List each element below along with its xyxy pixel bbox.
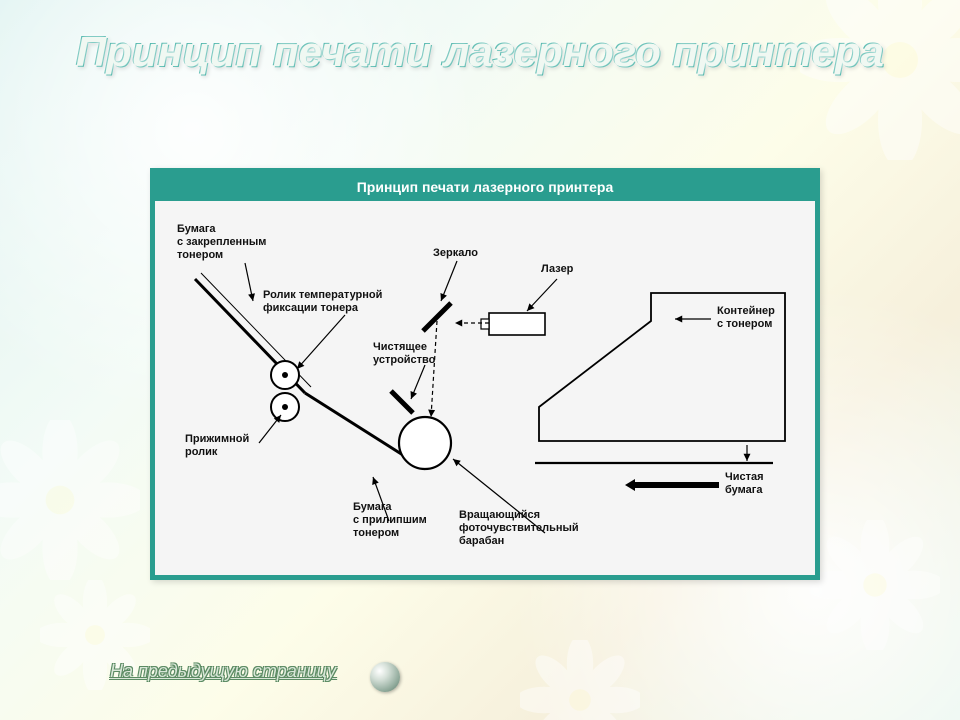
label-drum: Вращающийся фоточувствительный барабан bbox=[459, 509, 579, 549]
flower-decoration bbox=[810, 520, 940, 650]
flower-decoration bbox=[0, 420, 140, 580]
label-fuser: Ролик температурной фиксации тонера bbox=[263, 289, 382, 315]
flower-decoration bbox=[800, 0, 960, 160]
label-paper-fixed: Бумага с закрепленным тонером bbox=[177, 223, 266, 263]
label-press: Прижимной ролик bbox=[185, 433, 249, 459]
slide: Принцип печати лазерного принтера Принци… bbox=[0, 0, 960, 720]
label-container: Контейнер с тонером bbox=[717, 305, 775, 331]
label-laser: Лазер bbox=[541, 263, 573, 276]
printer-diagram: Бумага с закрепленным тонером Ролик темп… bbox=[155, 201, 815, 575]
slide-title: Принцип печати лазерного принтера bbox=[0, 28, 960, 76]
label-clean-paper: Чистая бумага bbox=[725, 471, 764, 497]
label-cleaner: Чистящее устройство bbox=[373, 341, 435, 367]
label-paper-toner: Бумага с прилипшим тонером bbox=[353, 501, 427, 541]
flower-decoration bbox=[520, 640, 640, 720]
panel-header: Принцип печати лазерного принтера bbox=[155, 173, 815, 201]
diagram-panel: Принцип печати лазерного принтера Бумага… bbox=[150, 168, 820, 580]
prev-page-link[interactable]: На предыдущую страницу bbox=[110, 661, 336, 682]
nav-sphere-icon[interactable] bbox=[370, 662, 400, 692]
label-mirror: Зеркало bbox=[433, 247, 478, 260]
